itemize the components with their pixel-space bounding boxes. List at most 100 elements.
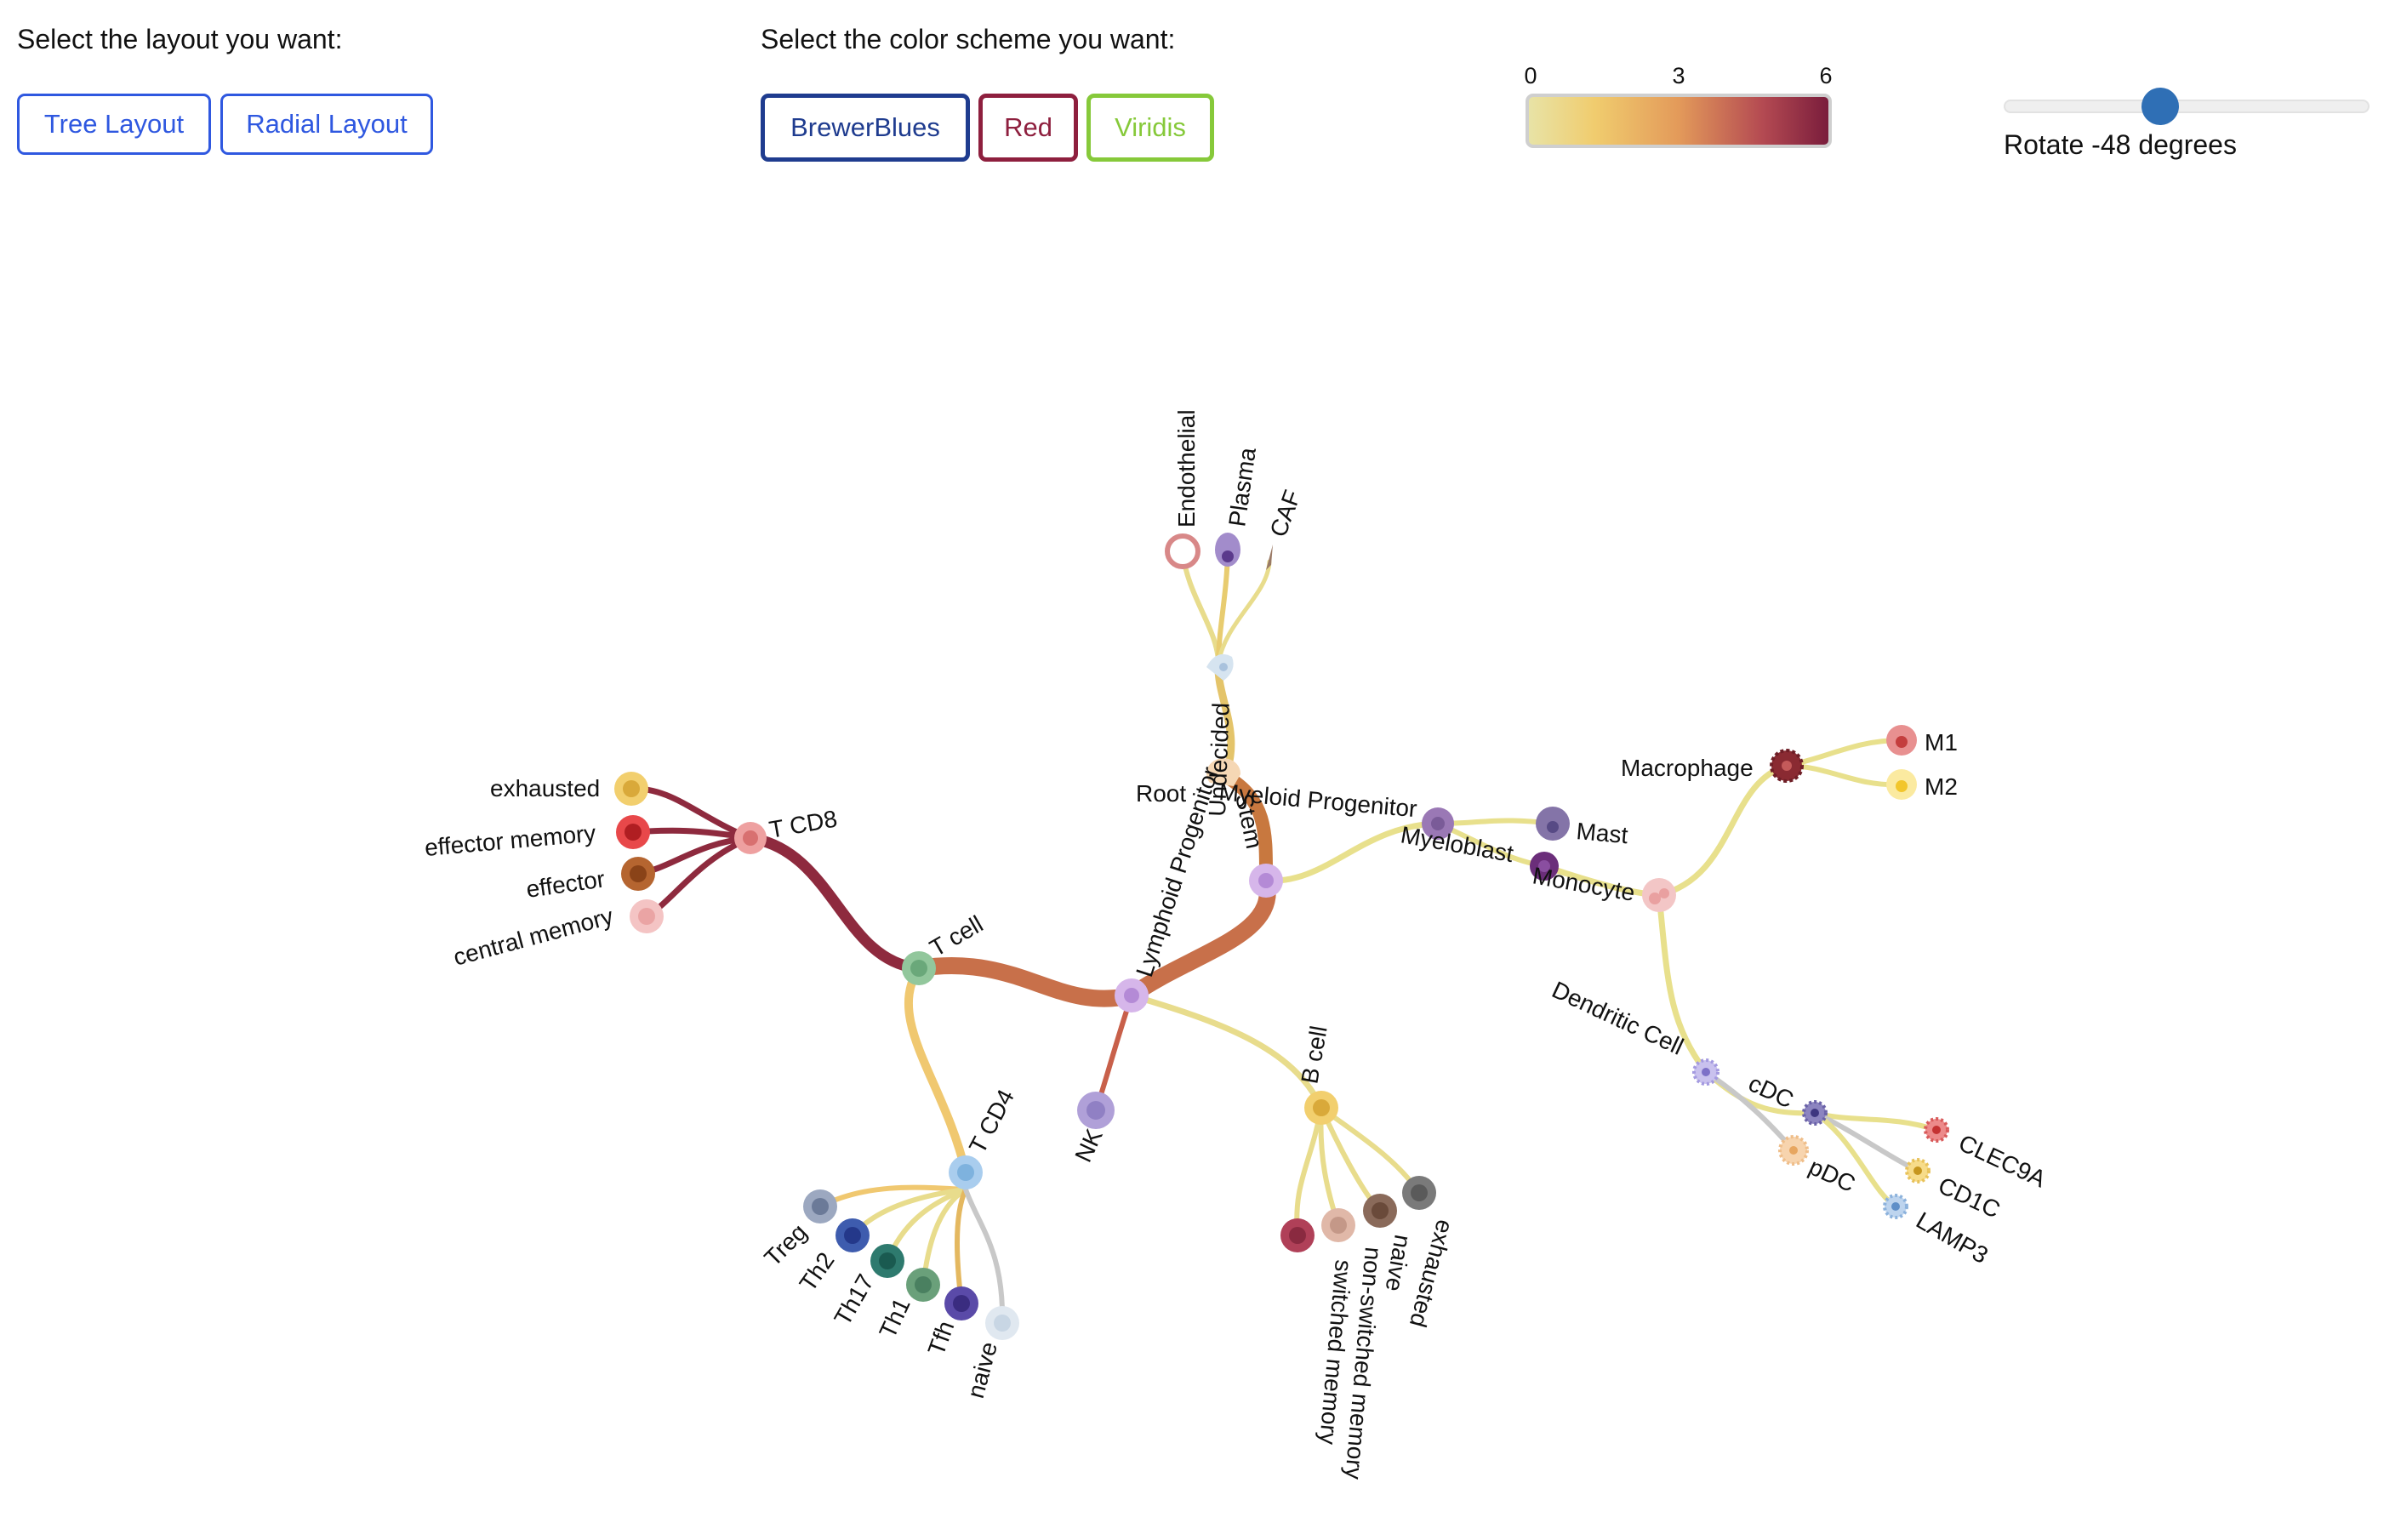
link-stem-myeloid (1263, 820, 1441, 884)
node-cdc[interactable] (1802, 1100, 1828, 1126)
link-tcd4-treg (818, 1184, 968, 1209)
legend-tick-mid: 3 (1672, 63, 1685, 88)
link-tcd4-tfh (955, 1187, 968, 1306)
link-tcell-tcd4 (904, 964, 970, 1177)
color-legend-bar (1526, 94, 1832, 148)
node-mast[interactable] (1536, 807, 1570, 841)
label-caf: CAF (1265, 487, 1306, 540)
radial-layout-button[interactable]: Radial Layout (220, 94, 433, 155)
node-naiveb[interactable] (1363, 1194, 1397, 1228)
node-monocyte[interactable] (1642, 878, 1676, 912)
node-nk[interactable] (1077, 1092, 1115, 1129)
label-bcell: B cell (1296, 1024, 1332, 1086)
node-myeloid[interactable] (1422, 807, 1454, 840)
link-tcell-tcd8 (744, 832, 925, 974)
label-exhaustedb: exhausted (1405, 1217, 1458, 1330)
node-endothelial[interactable] (1165, 533, 1200, 569)
link-bcell-switched (1294, 1105, 1324, 1238)
color-legend-ticks: 0 3 6 (1524, 63, 1833, 88)
link-stem-lymphoid (1123, 872, 1276, 1004)
node-dendritic[interactable] (1692, 1058, 1719, 1086)
label-mast: Mast (1575, 818, 1628, 848)
label-endothelial: Endothelial (1173, 409, 1200, 528)
label-pdc: pDC (1805, 1153, 1859, 1197)
label-th17: Th17 (829, 1269, 879, 1330)
node-undecided[interactable] (1206, 653, 1234, 681)
link-tcd4-naive (963, 1187, 1006, 1326)
node-effmem[interactable] (616, 815, 650, 849)
node-lymphoid[interactable] (1115, 978, 1149, 1012)
node-nonswitched[interactable] (1321, 1208, 1355, 1242)
node-tcd8[interactable] (734, 822, 767, 854)
node-treg[interactable] (803, 1189, 837, 1223)
label-m1: M1 (1925, 729, 1958, 756)
node-effector[interactable] (621, 857, 655, 891)
node-plasma[interactable] (1215, 533, 1240, 567)
label-cd1c: CD1C (1934, 1172, 2004, 1223)
node-tcd4[interactable] (949, 1155, 983, 1189)
node-macrophage[interactable] (1770, 749, 1804, 783)
link-macrophage-m1 (1784, 738, 1904, 768)
node-lamp3[interactable] (1883, 1194, 1908, 1219)
link-bcell-exhaustedb (1319, 1105, 1422, 1195)
node-caf[interactable] (1266, 545, 1273, 570)
layout-prompt: Select the layout you want: (17, 24, 343, 54)
legend-tick-min: 0 (1524, 63, 1537, 88)
label-centralmem: central memory (451, 903, 616, 971)
label-tcd4: T CD4 (964, 1085, 1019, 1158)
node-clec9a[interactable] (1924, 1117, 1949, 1143)
label-undecided: Undecided (1204, 702, 1235, 817)
label-effmem: effector memory (424, 820, 597, 861)
node-exhaustedb[interactable] (1402, 1176, 1436, 1210)
node-switched[interactable] (1280, 1218, 1315, 1252)
node-root[interactable] (1206, 758, 1241, 786)
node-centralmem[interactable] (630, 899, 664, 933)
link-monocyte-macrophage (1656, 762, 1790, 898)
label-macrophage: Macrophage (1621, 755, 1754, 781)
link-macrophage-m2 (1784, 763, 1904, 788)
rotation-label: Rotate -48 degrees (2004, 129, 2237, 160)
label-naive4: naive (962, 1339, 1002, 1401)
node-tfh[interactable] (944, 1286, 978, 1320)
node-th1[interactable] (906, 1268, 940, 1302)
viridis-button[interactable]: Viridis (1086, 94, 1214, 162)
link-cdc-clec9a (1812, 1110, 1939, 1132)
label-exhausted8: exhausted (490, 775, 600, 801)
node-m1[interactable] (1886, 725, 1917, 756)
node-pdc[interactable] (1778, 1135, 1809, 1166)
label-root: Root (1136, 780, 1186, 807)
color-scheme-prompt: Select the color scheme you want: (761, 24, 1176, 54)
node-myeloblast[interactable] (1530, 852, 1559, 881)
node-th2[interactable] (836, 1218, 870, 1252)
link-monocyte-dendritic (1656, 892, 1709, 1075)
label-tfh: Tfh (923, 1317, 960, 1359)
label-plasma: Plasma (1223, 446, 1261, 528)
legend-tick-max: 6 (1819, 63, 1833, 88)
node-stem[interactable] (1249, 864, 1283, 898)
red-button[interactable]: Red (978, 94, 1078, 162)
label-tcd8: T CD8 (767, 805, 840, 842)
brewerblues-button[interactable]: BrewerBlues (761, 94, 970, 162)
label-effector: effector (525, 865, 607, 903)
link-myeloid-mast (1435, 818, 1555, 826)
label-m2: M2 (1925, 773, 1958, 800)
label-dendritic: Dendritic Cell (1548, 976, 1687, 1059)
rotation-slider-track[interactable] (2004, 100, 2370, 113)
label-tcell: T cell (926, 910, 988, 961)
node-naive4[interactable] (985, 1306, 1019, 1340)
node-th17[interactable] (870, 1244, 904, 1278)
link-undecided-caf (1216, 559, 1272, 666)
tree-layout-button[interactable]: Tree Layout (17, 94, 211, 155)
node-m2[interactable] (1886, 769, 1917, 800)
link-lymphoid-bcell (1128, 992, 1325, 1111)
node-exhausted8[interactable] (614, 772, 648, 806)
label-treg: Treg (759, 1218, 812, 1271)
label-nk: NK (1069, 1125, 1108, 1166)
node-tcell[interactable] (902, 951, 936, 985)
label-monocyte: Monocyte (1531, 862, 1637, 906)
rotation-slider-thumb[interactable] (2142, 88, 2179, 125)
node-bcell[interactable] (1304, 1091, 1338, 1125)
label-naiveb: naive (1380, 1233, 1416, 1293)
node-cd1c[interactable] (1905, 1158, 1930, 1184)
